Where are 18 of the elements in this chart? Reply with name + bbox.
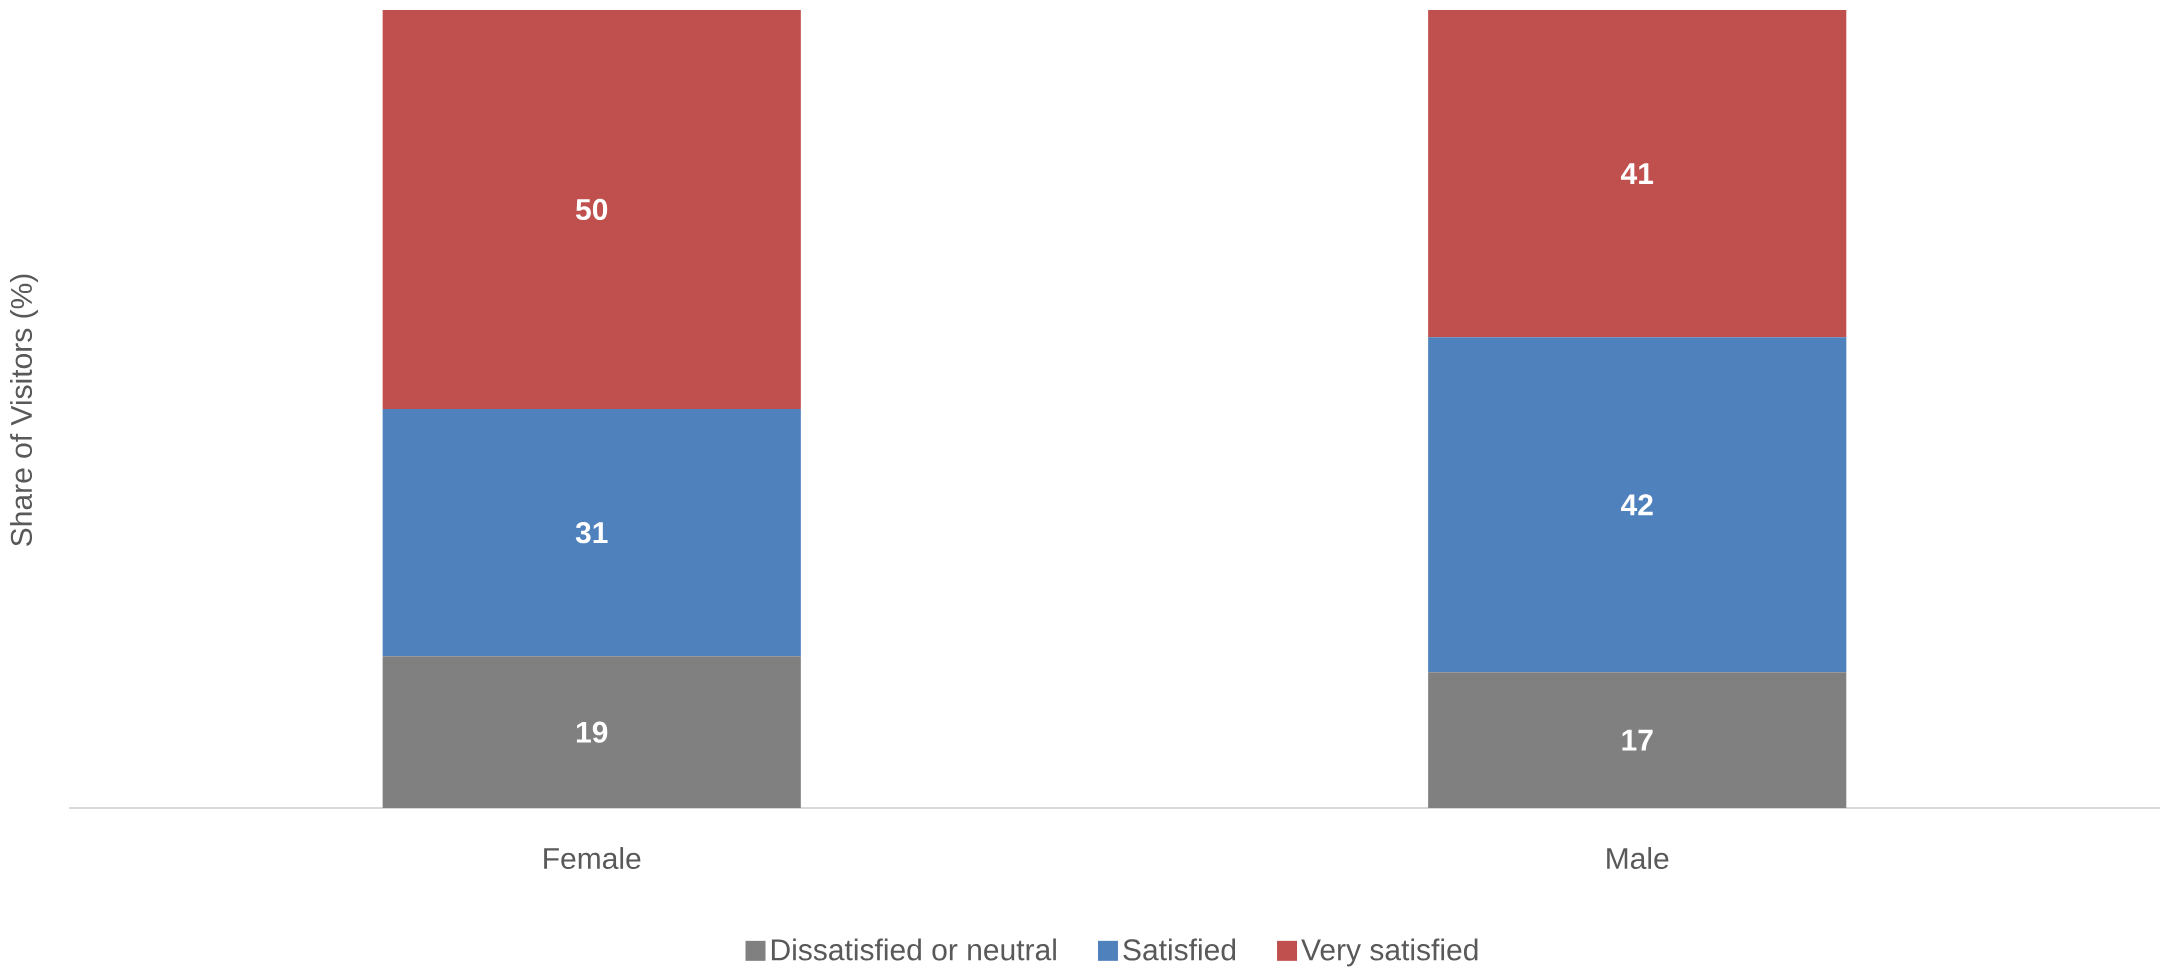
x-tick-label: Female [544,847,641,870]
bar [382,9,801,409]
bar [1428,337,1847,673]
legend-label: Very satisfied [1301,938,1478,967]
data-label: 17 [1622,729,1653,751]
legend-label: Dissatisfied or neutral [771,938,1056,961]
data-label: 42 [1620,494,1653,516]
bar [382,409,801,657]
data-label: 50 [575,198,608,221]
bar [382,656,801,808]
x-tick-label: Male [1607,847,1669,870]
bar [1428,9,1847,338]
data-label: 31 [575,522,608,544]
bar [1428,672,1847,808]
y-axis-title: Share of Visitors (%) [10,274,38,546]
data-label: 41 [1620,163,1654,184]
data-label: 19 [576,721,608,743]
legend-label: Satisfied [1123,938,1236,961]
